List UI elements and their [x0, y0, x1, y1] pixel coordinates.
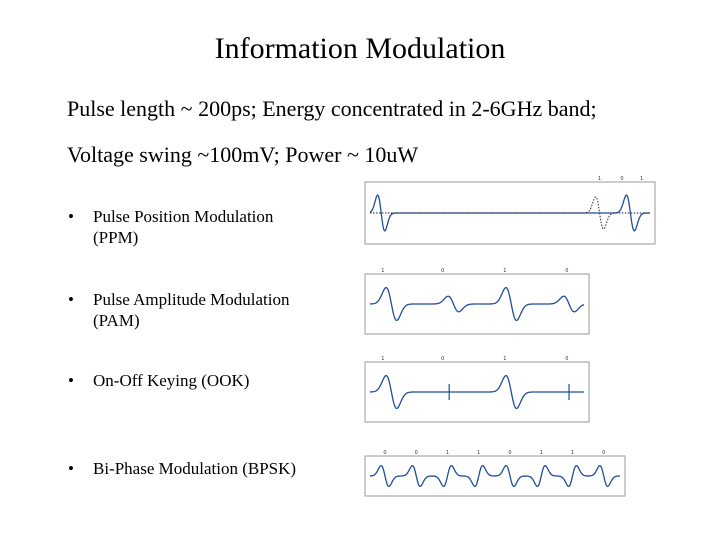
bullet-text: Bi-Phase Modulation (BPSK)	[93, 459, 297, 478]
bullet-dot: •	[68, 459, 74, 478]
waveform-trace	[369, 464, 621, 488]
pam-waveform-plot: 1 0 1 0	[364, 268, 590, 335]
bit-label: 0	[565, 356, 568, 362]
bullet-dot: •	[68, 371, 74, 390]
ook-waveform-plot: 1 0 1 0	[364, 356, 590, 423]
bit-label: 0	[508, 450, 511, 456]
bit-label: 1	[598, 176, 601, 182]
bit-label: 0	[441, 356, 444, 362]
bit-label: 1	[540, 450, 543, 456]
waveform-trace	[369, 374, 584, 410]
bit-label: 0	[383, 450, 386, 456]
bit-label: 0	[602, 450, 605, 456]
pulse-spec-line: Pulse length ~ 200ps; Energy concentrate…	[67, 96, 597, 121]
bullet-text: Pulse Position Modulation (PPM)	[93, 207, 274, 247]
bit-label: 1	[381, 268, 384, 274]
bit-label: 1	[446, 450, 449, 456]
plot-frame	[364, 361, 590, 423]
bit-label: 0	[565, 268, 568, 274]
plot-frame	[364, 181, 656, 245]
bit-label: 1	[503, 268, 506, 274]
bit-label: 0	[620, 176, 623, 182]
bit-label: 0	[441, 268, 444, 274]
bit-label: 1	[640, 176, 643, 182]
power-spec-line: Voltage swing ~100mV; Power ~ 10uW	[67, 142, 419, 167]
bullet-dot: •	[68, 290, 74, 309]
bit-label: 1	[477, 450, 480, 456]
bit-label: 1	[381, 356, 384, 362]
waveform-trace	[369, 286, 585, 322]
bit-label: 1	[571, 450, 574, 456]
bit-label: 1	[503, 356, 506, 362]
plot-frame	[364, 455, 626, 497]
bpsk-waveform-plot: 0 0 1 1 0 1 1 0	[364, 450, 626, 497]
plot-frame	[364, 273, 590, 335]
bullet-text: Pulse Amplitude Modulation (PAM)	[93, 290, 290, 330]
bit-label: 0	[415, 450, 418, 456]
bullet-text: On-Off Keying (OOK)	[93, 371, 250, 390]
slide-title: Information Modulation	[214, 32, 506, 65]
waveform-trace	[369, 194, 650, 232]
bullet-dot: •	[68, 207, 74, 226]
ppm-waveform-plot: 1 0 1	[364, 176, 656, 245]
